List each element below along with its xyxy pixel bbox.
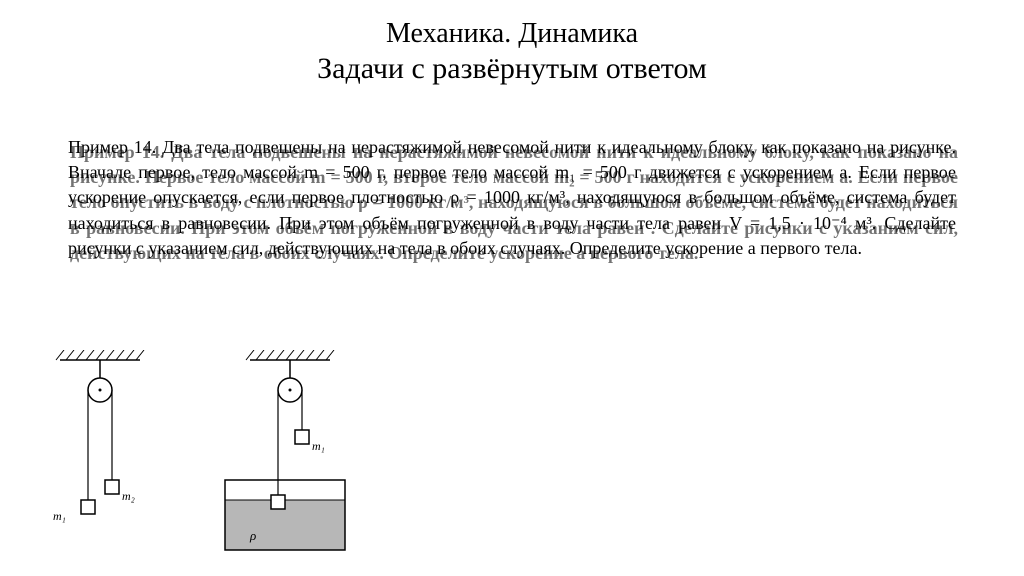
mass-m1-left: [81, 500, 95, 514]
diagrams-svg: m₁ m₂: [50, 350, 550, 570]
page-title-2: Задачи с развёрнутым ответом: [0, 52, 1024, 86]
mass-m1-right: [271, 495, 285, 509]
ceiling-right: [246, 350, 334, 360]
label-m1-left: m₁: [53, 509, 66, 523]
diagram-right: m₁ ρ: [225, 350, 345, 550]
pulley-axle-left: [99, 389, 102, 392]
mass-m2-right: [295, 430, 309, 444]
page: Механика. Динамика Задачи с развёрнутым …: [0, 0, 1024, 576]
ceiling-left: [56, 350, 144, 360]
pulley-axle-right: [289, 389, 292, 392]
water-container: [225, 480, 345, 550]
problem-text-layer2: Пример 14. Два тела подвешены на нерастя…: [70, 140, 958, 266]
label-m1-right: m₁: [312, 439, 325, 453]
problem-text: Пример 14. Два тела подвешены на нерастя…: [68, 135, 956, 261]
label-m2-left: m₂: [122, 489, 135, 503]
page-title-1: Механика. Динамика: [0, 18, 1024, 50]
label-rho: ρ: [249, 528, 256, 543]
title-block: Механика. Динамика Задачи с развёрнутым …: [0, 18, 1024, 86]
mass-m2-left: [105, 480, 119, 494]
diagram-left: m₁ m₂: [53, 350, 144, 523]
